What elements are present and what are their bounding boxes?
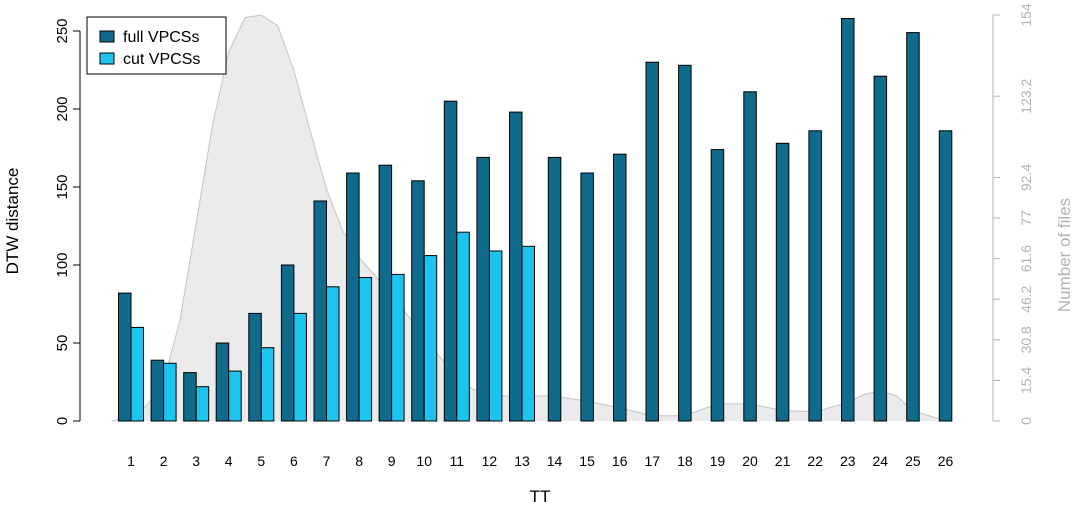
x-tick-label: 18: [677, 453, 693, 469]
bar-full-vpcss-6: [280, 264, 295, 422]
x-tick-label: 5: [257, 453, 265, 469]
bar-full-vpcss-14: [547, 156, 562, 422]
bar-series: [118, 18, 953, 422]
x-tick-label: 23: [840, 453, 856, 469]
legend-swatch-full-vpcss: [99, 30, 115, 43]
bar-cut-vpcss-12: [488, 250, 503, 422]
bar-full-vpcss-26: [938, 130, 953, 422]
x-tick-label: 4: [225, 453, 233, 469]
bar-full-vpcss-7: [313, 200, 327, 422]
bar-full-vpcss-13: [509, 111, 523, 422]
bar-full-vpcss-8: [346, 172, 360, 422]
bar-full-vpcss-4: [215, 342, 230, 422]
x-axis-title: TT: [530, 487, 551, 506]
right-y-axis: 0 15.4 30.8 46.2 61.6 77 92.4 123.2 154: [992, 3, 1034, 425]
bar-full-vpcss-9: [378, 164, 393, 422]
right-tick-label: 0: [1018, 417, 1034, 425]
bar-full-vpcss-18: [678, 64, 692, 422]
x-tick-label: 13: [514, 453, 530, 469]
bar-full-vpcss-12: [476, 156, 490, 422]
bar-cut-vpcss-8: [358, 277, 373, 422]
bar-full-vpcss-2: [150, 359, 165, 422]
bar-full-vpcss-24: [873, 75, 888, 422]
x-tick-label: 8: [355, 453, 363, 469]
bar-full-vpcss-20: [743, 91, 757, 422]
bar-cut-vpcss-9: [391, 273, 405, 422]
x-tick-label: 16: [612, 453, 628, 469]
right-tick-label: 123.2: [1018, 78, 1034, 113]
bar-cut-vpcss-4: [228, 370, 242, 422]
bar-full-vpcss-15: [580, 172, 594, 422]
bar-cut-vpcss-3: [195, 386, 210, 422]
right-tick-label: 30.8: [1018, 326, 1034, 353]
left-tick-label: 250: [54, 18, 71, 43]
legend: full VPCSs cut VPCSs: [86, 16, 227, 75]
x-tick-label: 24: [873, 453, 889, 469]
x-tick-label: 22: [807, 453, 823, 469]
left-y-axis: 0 50 100 150 200 250: [54, 18, 81, 425]
right-tick-label: 15.4: [1018, 367, 1034, 394]
bar-cut-vpcss-5: [260, 347, 275, 422]
bar-cut-vpcss-7: [326, 286, 340, 422]
x-axis-tick-labels: 1 2 3 4 5 6 7 8 9 10 11 12 13 14 15 16 17 18 19 20 21 22 23 24 2…: [127, 453, 953, 469]
bar-full-vpcss-22: [808, 130, 822, 422]
x-tick-label: 21: [775, 453, 791, 469]
bar-full-vpcss-25: [906, 32, 920, 422]
legend-swatch-cut-vpcss: [99, 52, 115, 65]
x-tick-label: 9: [388, 453, 396, 469]
left-tick-label: 50: [54, 335, 71, 352]
right-tick-label: 77: [1018, 210, 1034, 226]
left-tick-label: 100: [54, 252, 71, 277]
x-tick-label: 2: [160, 453, 168, 469]
x-tick-label: 17: [645, 453, 661, 469]
x-tick-label: 20: [742, 453, 758, 469]
bar-full-vpcss-19: [710, 149, 725, 422]
x-tick-label: 6: [290, 453, 298, 469]
x-tick-label: 25: [905, 453, 921, 469]
bar-full-vpcss-10: [411, 180, 425, 422]
y-axis-title: DTW distance: [3, 168, 22, 275]
right-tick-label: 154: [1018, 3, 1034, 27]
right-tick-label: 61.6: [1018, 245, 1034, 272]
bar-full-vpcss-17: [645, 61, 659, 422]
x-tick-label: 1: [127, 453, 135, 469]
left-tick-label: 0: [54, 417, 71, 425]
x-tick-label: 12: [482, 453, 498, 469]
right-tick-label: 92.4: [1018, 164, 1034, 191]
x-tick-label: 11: [450, 453, 465, 469]
x-tick-label: 7: [323, 453, 331, 469]
bar-full-vpcss-1: [118, 292, 132, 422]
x-tick-label: 10: [416, 453, 432, 469]
bar-full-vpcss-3: [183, 372, 197, 422]
legend-label-full-vpcss: full VPCSs: [123, 29, 199, 46]
bar-full-vpcss-16: [613, 153, 627, 422]
bar-full-vpcss-21: [775, 142, 790, 422]
x-tick-label: 3: [192, 453, 200, 469]
bar-cut-vpcss-2: [163, 362, 177, 422]
bar-cut-vpcss-11: [456, 231, 470, 422]
bar-cut-vpcss-10: [423, 255, 438, 422]
bar-cut-vpcss-13: [521, 245, 535, 422]
bar-full-vpcss-5: [248, 312, 262, 422]
left-tick-label: 200: [54, 96, 71, 121]
x-tick-label: 14: [547, 453, 563, 469]
x-tick-label: 26: [938, 453, 954, 469]
x-tick-label: 15: [579, 453, 595, 469]
right-tick-label: 46.2: [1018, 285, 1034, 312]
x-tick-label: 19: [710, 453, 726, 469]
left-tick-label: 150: [54, 174, 71, 199]
bar-full-vpcss-23: [841, 18, 855, 422]
legend-label-cut-vpcss: cut VPCSs: [123, 51, 200, 68]
bar-full-vpcss-11: [443, 100, 458, 422]
bar-cut-vpcss-1: [130, 326, 144, 422]
right-y-axis-title: Number of files: [1055, 198, 1074, 312]
bar-cut-vpcss-6: [293, 312, 307, 422]
